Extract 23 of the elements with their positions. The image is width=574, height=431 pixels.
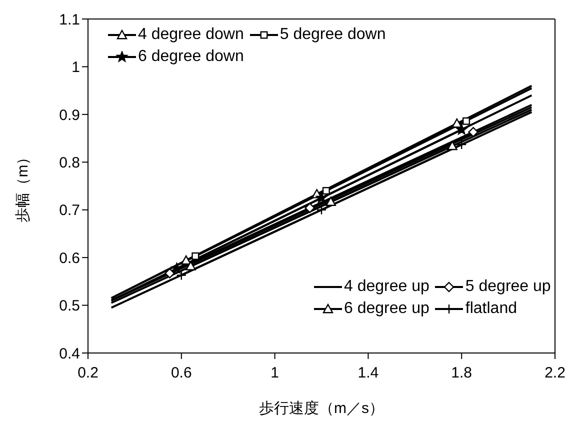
x-tick-label: 2.2 (544, 364, 566, 382)
x-tick-label: 1 (270, 364, 279, 382)
legend-label: 4 degree up (344, 278, 430, 296)
x-tick-label: 0.2 (78, 364, 98, 382)
y-tick-label: 0.8 (59, 154, 80, 172)
y-tick-label: 1 (72, 59, 80, 76)
legend-label: 4 degree down (138, 26, 244, 44)
y-tick-label: 0.5 (59, 298, 80, 315)
legend-label: 6 degree down (138, 48, 244, 66)
x-tick-label: 1.4 (358, 364, 379, 382)
y-tick-label: 0.7 (59, 202, 80, 220)
legend-label: 5 degree down (280, 26, 386, 44)
y-tick-label: 0.6 (59, 250, 80, 267)
legend-label: 6 degree up (344, 300, 430, 318)
y-tick-label: 0.9 (59, 106, 80, 124)
x-tick-label: 0.6 (170, 364, 192, 382)
legend-label: flatland (465, 300, 517, 318)
x-tick-label: 1.8 (451, 364, 472, 382)
x-axis-title: 歩行速度（m／s） (259, 400, 384, 417)
y-axis-title: 歩幅（m） (14, 150, 32, 222)
y-tick-label: 0.4 (59, 345, 80, 362)
legend-label: 5 degree up (465, 278, 551, 296)
y-tick-label: 1.1 (59, 11, 80, 28)
